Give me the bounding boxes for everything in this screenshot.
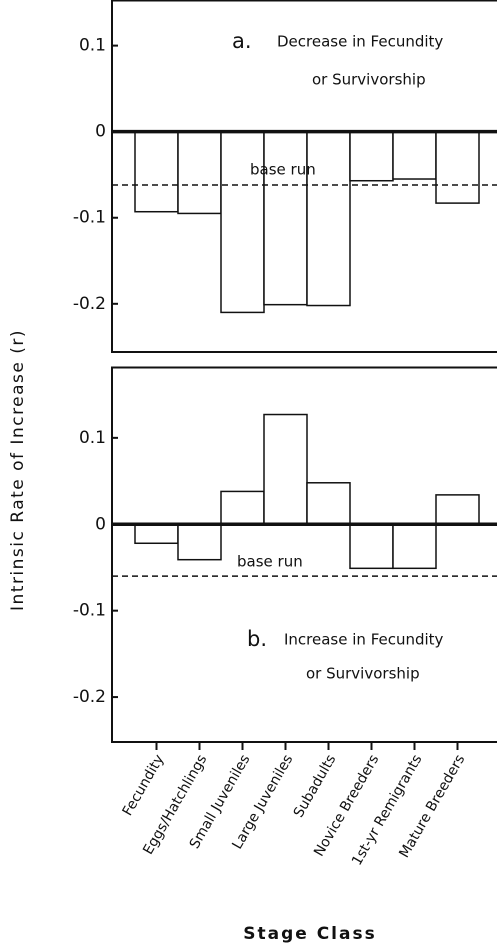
panel-label: a. xyxy=(232,29,252,53)
bar xyxy=(220,130,265,314)
reference-label: base run xyxy=(237,553,303,571)
bar xyxy=(306,482,351,526)
bar xyxy=(392,523,437,570)
frame xyxy=(111,0,497,353)
bar xyxy=(220,490,265,526)
x-tick-label: Subadults xyxy=(291,752,340,820)
bar xyxy=(263,130,308,306)
x-tick-label: Fecundity xyxy=(120,752,168,819)
y-tick-label: 0 xyxy=(95,514,106,534)
bar xyxy=(349,523,394,570)
y-tick-label: -0.1 xyxy=(73,208,106,228)
y-tick-label: -0.2 xyxy=(73,294,106,314)
bar xyxy=(177,130,222,215)
y-tick-label: 0.1 xyxy=(79,36,106,56)
panel-title: Increase in Fecundity xyxy=(284,631,444,649)
bar xyxy=(392,130,437,180)
reference-label: base run xyxy=(250,161,316,179)
bar xyxy=(306,130,351,307)
y-tick-label: 0 xyxy=(95,122,106,142)
panel-label: b. xyxy=(247,627,267,651)
panel-title: Decrease in Fecundity xyxy=(277,33,443,51)
bar xyxy=(134,130,179,213)
y-tick-label: -0.2 xyxy=(73,687,106,707)
y-tick-label: -0.1 xyxy=(73,601,106,621)
bar xyxy=(435,130,480,204)
y-axis-label: Intrinsic Rate of Increase (r) xyxy=(8,329,28,611)
panel-subtitle: or Survivorship xyxy=(306,665,420,683)
bar xyxy=(349,130,394,182)
y-tick-label: 0.1 xyxy=(79,428,106,448)
frame xyxy=(111,366,497,743)
bar xyxy=(263,413,308,526)
panel-subtitle: or Survivorship xyxy=(312,71,426,89)
bar xyxy=(177,523,222,561)
x-axis-label: Stage Class xyxy=(243,924,376,944)
bar xyxy=(435,494,480,526)
bar xyxy=(134,523,179,545)
